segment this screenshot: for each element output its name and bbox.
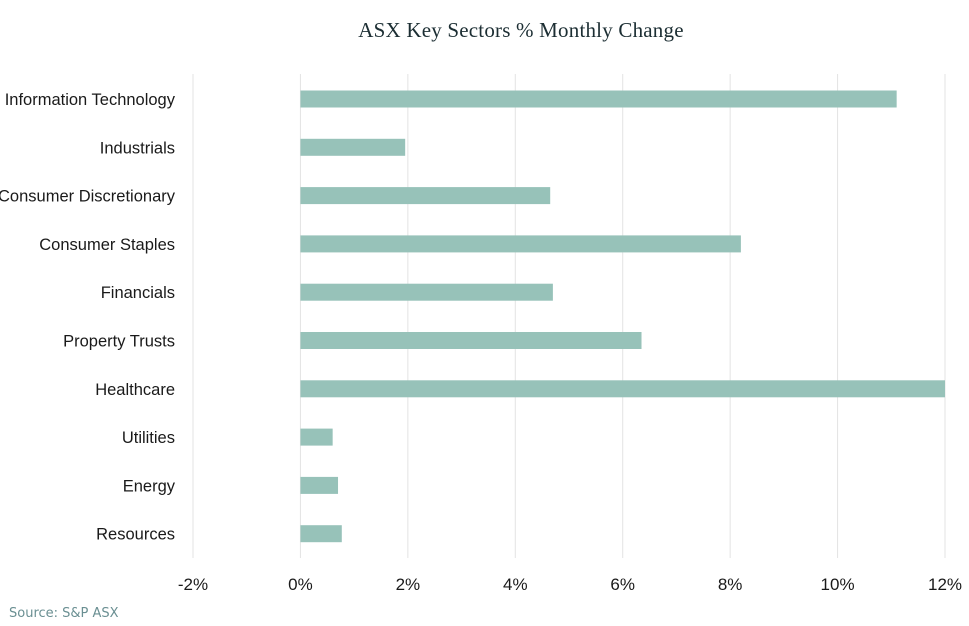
x-tick-label: 12%: [928, 575, 962, 594]
category-label: Property Trusts: [63, 333, 175, 351]
bar: [300, 380, 945, 398]
category-label: Energy: [123, 477, 176, 495]
category-label: Consumer Staples: [39, 236, 175, 254]
bar: [300, 476, 339, 494]
x-tick-labels: -2% 0% 2% 4% 6% 8% 10% 12%: [178, 575, 962, 594]
bar: [300, 187, 551, 205]
x-tick-label: 6%: [610, 575, 635, 594]
category-label: Resources: [96, 526, 175, 544]
category-label: Consumer Discretionary: [0, 188, 176, 206]
source-note: Source: S&P ASX: [9, 606, 119, 621]
x-tick-label: -2%: [178, 575, 208, 594]
x-tick-label: 10%: [821, 575, 855, 594]
category-label: Financials: [101, 284, 175, 302]
category-labels: Information Technology Industrials Consume…: [0, 91, 176, 544]
bar: [300, 138, 406, 156]
bars: [300, 90, 945, 543]
x-tick-label: 4%: [503, 575, 528, 594]
category-label: Healthcare: [95, 381, 175, 399]
bar: [300, 235, 741, 253]
bar: [300, 332, 642, 349]
bar: [300, 428, 333, 446]
x-tick-label: 0%: [288, 575, 313, 594]
category-label: Utilities: [122, 429, 175, 447]
x-tick-label: 8%: [718, 575, 743, 594]
bar: [300, 525, 342, 543]
bar: [300, 283, 553, 301]
category-label: Information Technology: [5, 91, 176, 109]
x-tick-label: 2%: [396, 575, 421, 594]
bar: [300, 90, 897, 108]
chart-title: ASX Key Sectors % Monthly Change: [358, 18, 684, 42]
category-label: Industrials: [100, 139, 175, 157]
